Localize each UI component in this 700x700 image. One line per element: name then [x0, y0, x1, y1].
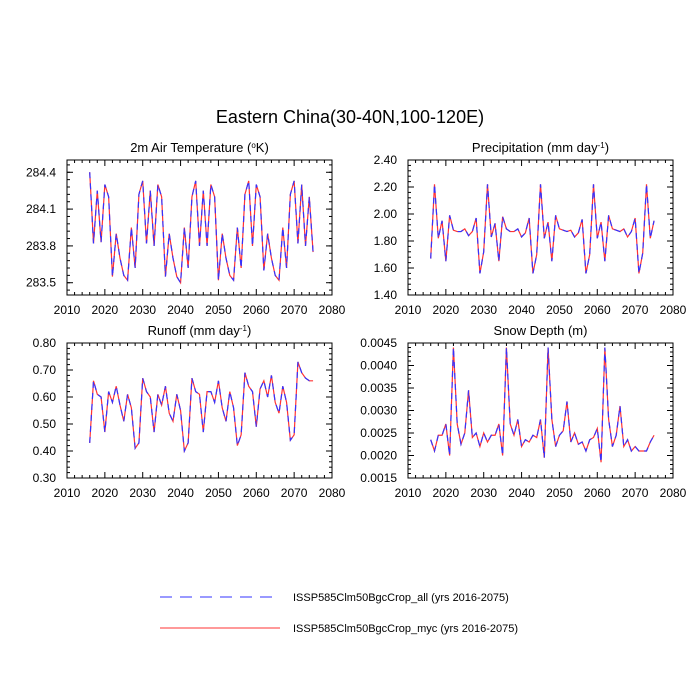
panel-title: Runoff (mm day-1)	[148, 323, 252, 338]
legend-label-all: ISSP585Clm50BgcCrop_all (yrs 2016-2075)	[293, 592, 509, 604]
y-tick-label: 284.4	[26, 165, 56, 179]
x-tick-label: 2060	[243, 486, 270, 500]
y-tick-label: 0.70	[33, 363, 57, 377]
x-tick-label: 2040	[508, 486, 535, 500]
x-tick-label: 2080	[660, 303, 687, 317]
x-tick-label: 2020	[92, 486, 119, 500]
series-line-all	[89, 172, 314, 285]
y-tick-label: 0.0030	[360, 404, 397, 418]
panel-4: 2010 2020 2030 2040 2050 2060 2070 2080 0.0015 0.…	[360, 323, 686, 500]
x-tick-label: 2070	[622, 303, 649, 317]
x-tick-label: 2010	[54, 486, 81, 500]
x-tick-label: 2080	[660, 486, 687, 500]
plot-frame	[407, 342, 674, 479]
y-tick-label: 1.80	[374, 234, 398, 248]
x-tick-label: 2030	[470, 486, 497, 500]
y-tick-label: 1.60	[374, 261, 398, 275]
x-tick-label: 2030	[129, 303, 156, 317]
x-tick-label: 2020	[433, 486, 460, 500]
x-tick-label: 2070	[622, 486, 649, 500]
x-tick-label: 2030	[470, 303, 497, 317]
series-line-myc	[430, 184, 655, 274]
panel-1: 2010 2020 2030 2040 2050 2060 2070 2080 283.5 283…	[26, 140, 346, 317]
x-tick-label: 2010	[395, 303, 422, 317]
x-tick-label: 2050	[546, 486, 573, 500]
panel-title: Snow Depth (m)	[494, 323, 588, 338]
y-tick-label: 2.20	[374, 180, 398, 194]
panel-3: 2010 2020 2030 2040 2050 2060 2070 2080 0.30 0.40…	[33, 323, 346, 500]
x-tick-label: 2080	[319, 303, 346, 317]
panel-2: 2010 2020 2030 2040 2050 2060 2070 2080 1.40 1.60…	[374, 140, 687, 317]
series-line-all	[430, 347, 655, 463]
y-tick-label: 0.30	[33, 471, 57, 485]
x-tick-label: 2070	[281, 486, 308, 500]
series-line-all	[430, 184, 655, 274]
y-tick-label: 0.40	[33, 444, 57, 458]
x-tick-label: 2070	[281, 303, 308, 317]
y-tick-label: 0.50	[33, 417, 57, 431]
x-tick-label: 2010	[54, 303, 81, 317]
y-tick-label: 0.80	[33, 336, 57, 350]
legend: ISSP585Clm50BgcCrop_all (yrs 2016-2075) …	[160, 592, 518, 635]
panels: 2010 2020 2030 2040 2050 2060 2070 2080 283.5 283…	[26, 140, 687, 500]
x-tick-label: 2050	[205, 486, 232, 500]
x-tick-label: 2020	[92, 303, 119, 317]
y-tick-label: 0.0025	[360, 426, 397, 440]
series-line-all	[89, 361, 314, 454]
y-tick-label: 2.00	[374, 207, 398, 221]
x-tick-label: 2040	[167, 486, 194, 500]
legend-label-myc: ISSP585Clm50BgcCrop_myc (yrs 2016-2075)	[293, 623, 518, 635]
y-tick-label: 283.5	[26, 276, 56, 290]
y-tick-label: 1.40	[374, 288, 398, 302]
panel-title: 2m Air Temperature (oK)	[130, 140, 269, 155]
y-tick-label: 0.0015	[360, 471, 397, 485]
x-tick-label: 2050	[546, 303, 573, 317]
y-tick-label: 283.8	[26, 239, 56, 253]
plot-frame	[407, 159, 674, 296]
x-tick-label: 2020	[433, 303, 460, 317]
y-tick-label: 284.1	[26, 202, 56, 216]
x-tick-label: 2040	[167, 303, 194, 317]
y-tick-label: 2.40	[374, 153, 398, 167]
y-tick-label: 0.0040	[360, 359, 397, 373]
x-tick-label: 2050	[205, 303, 232, 317]
x-tick-label: 2010	[395, 486, 422, 500]
plot-frame	[66, 342, 333, 479]
x-tick-label: 2040	[508, 303, 535, 317]
y-tick-label: 0.0035	[360, 381, 397, 395]
main-title: Eastern China(30-40N,100-120E)	[216, 107, 484, 127]
series-line-myc	[430, 347, 655, 463]
y-tick-label: 0.0045	[360, 336, 397, 350]
y-tick-label: 0.0020	[360, 449, 397, 463]
y-tick-label: 0.60	[33, 390, 57, 404]
x-tick-label: 2060	[243, 303, 270, 317]
plot-frame	[66, 159, 333, 296]
x-tick-label: 2080	[319, 486, 346, 500]
panel-title: Precipitation (mm day-1)	[472, 140, 609, 155]
x-tick-label: 2030	[129, 486, 156, 500]
x-tick-label: 2060	[584, 303, 611, 317]
x-tick-label: 2060	[584, 486, 611, 500]
